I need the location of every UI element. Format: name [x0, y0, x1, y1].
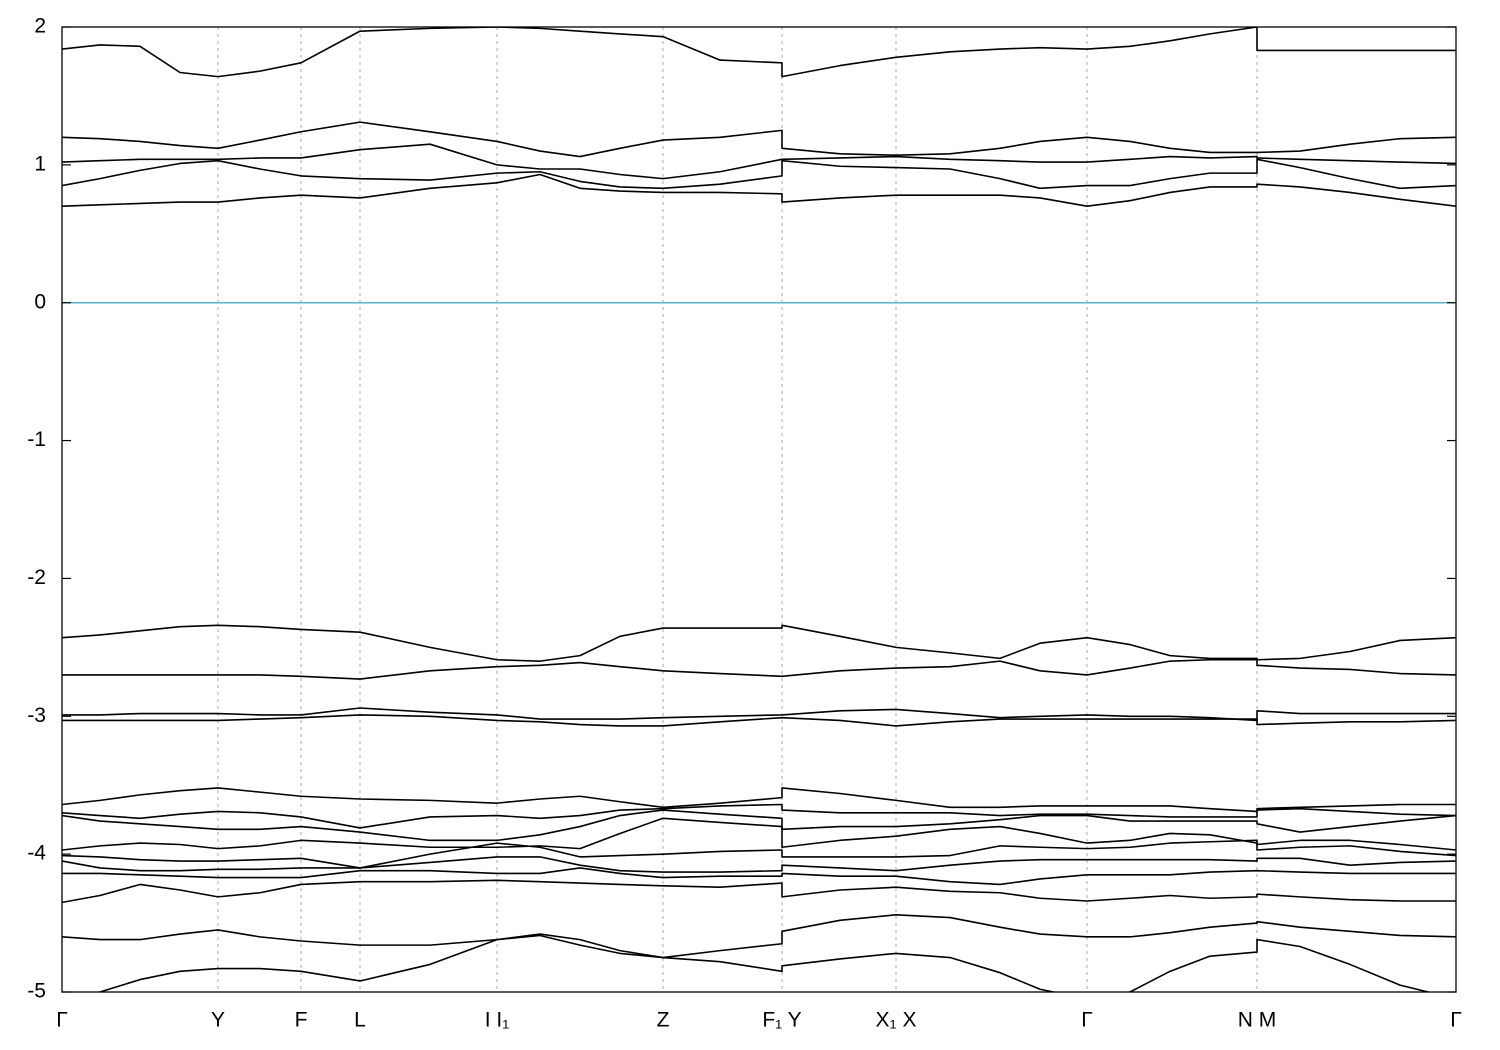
x-tick-label: Γ: [56, 1009, 68, 1032]
y-tick-label: 0: [34, 290, 46, 313]
x-tick-label: X₁ X: [876, 1009, 917, 1032]
band-line: [95, 934, 1432, 992]
band-line: [62, 914, 1456, 959]
y-tick-label: 2: [34, 15, 46, 38]
y-tick-label: -3: [27, 704, 46, 727]
band-line: [62, 658, 1456, 680]
x-tick-label: L: [354, 1009, 366, 1032]
band-line: [62, 809, 1456, 842]
grid: [61, 27, 1457, 992]
y-tick-label: -5: [27, 980, 46, 1003]
x-tick-label: F: [295, 1009, 308, 1032]
x-tick-label: Γ: [1450, 1009, 1462, 1032]
band-line: [62, 714, 1456, 727]
x-tick-label: Y: [211, 1009, 225, 1032]
plot-area: [62, 27, 1456, 992]
y-tick-label: -2: [27, 566, 46, 589]
band-line: [62, 158, 1456, 190]
plot-frame: [61, 26, 1457, 993]
band-line: [62, 817, 1456, 851]
y-tick-label: -4: [27, 842, 46, 865]
band-line: [62, 879, 1456, 904]
band-line: [62, 856, 1456, 873]
band-line: [62, 173, 1456, 208]
x-tick-label: Z: [657, 1009, 670, 1032]
x-tick-label: N M: [1238, 1009, 1277, 1032]
band-line: [62, 787, 1456, 813]
x-tick-label: F₁ Y: [762, 1009, 801, 1032]
y-tick-label: 1: [34, 152, 46, 175]
band-line: [62, 143, 1456, 180]
band-line: [62, 803, 1456, 829]
band-line: [62, 867, 1456, 886]
band-line: [62, 839, 1456, 869]
y-tick-label: -1: [27, 428, 46, 451]
band-line: [62, 121, 1456, 158]
band-line: [62, 624, 1456, 662]
x-tick-label: Γ: [1081, 1009, 1093, 1032]
band-line: [62, 27, 1456, 78]
x-tick-label: I I₁: [485, 1009, 510, 1032]
